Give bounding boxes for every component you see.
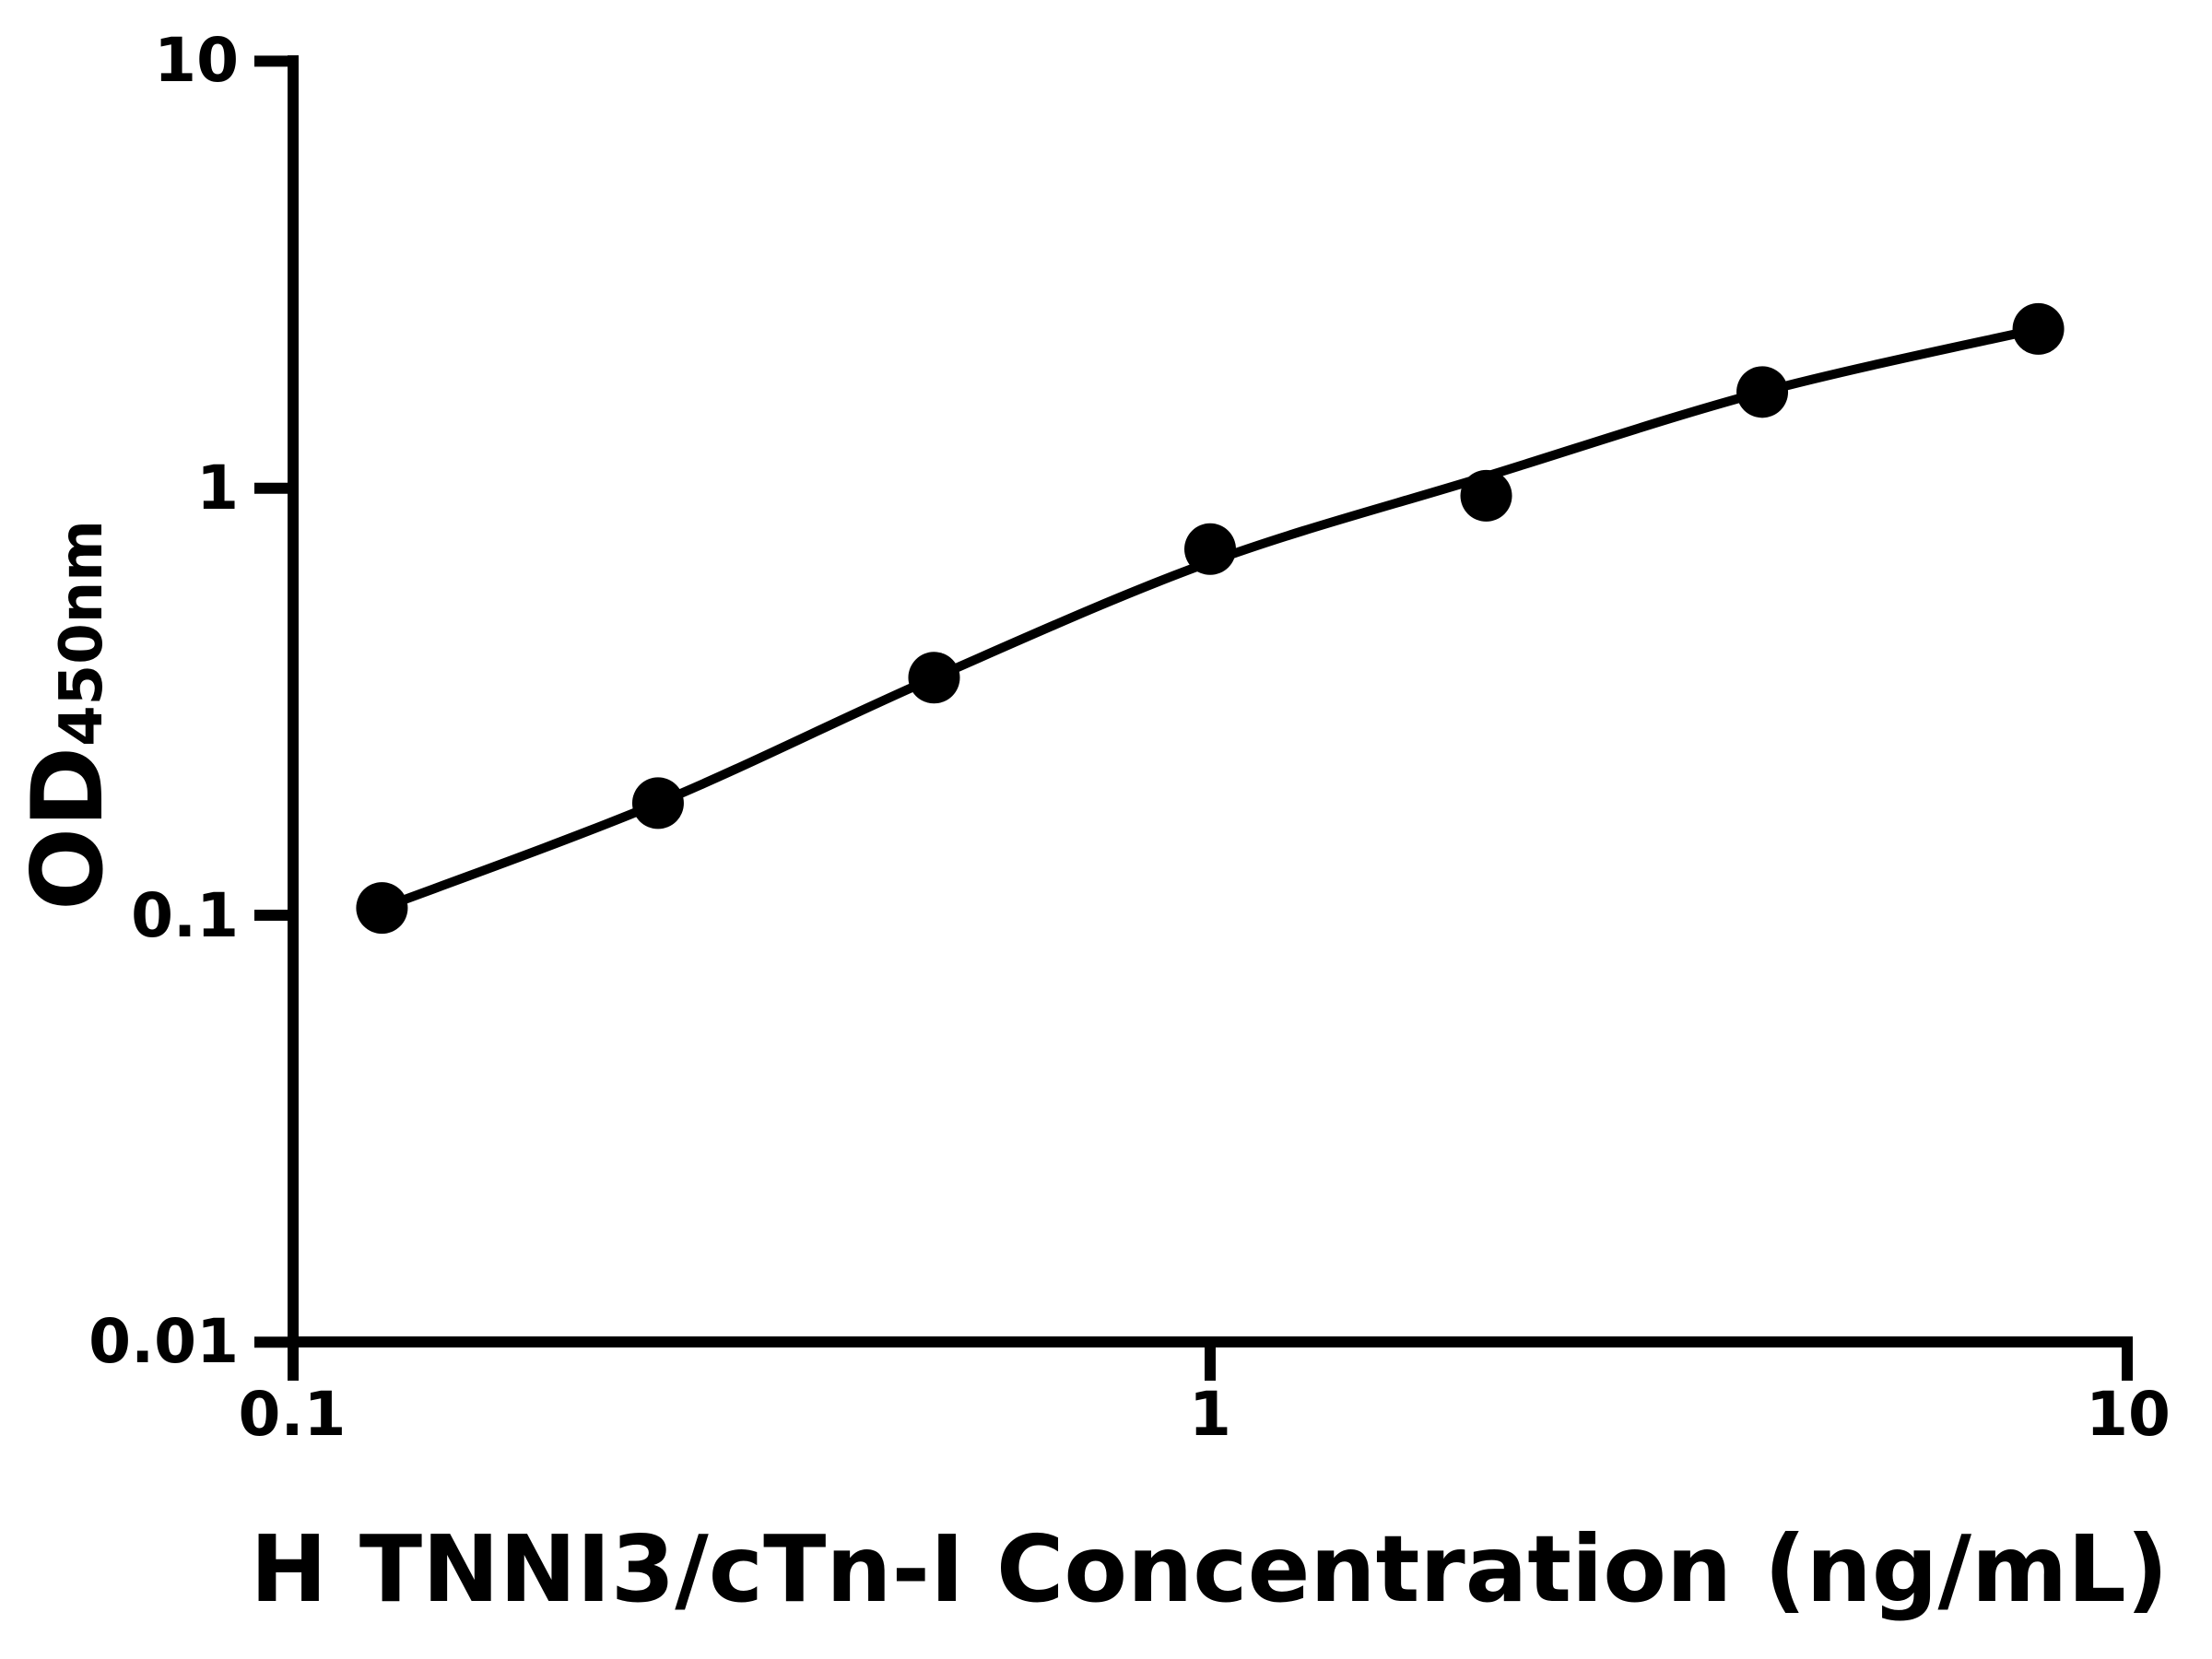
- data-point-marker: [356, 882, 408, 935]
- fit-curve-line: [377, 324, 2043, 913]
- x-axis-title: H TNNI3/cTn-I Concentration (ng/mL): [250, 1515, 2169, 1623]
- x-tick-label-1: 1: [1189, 1379, 1231, 1450]
- data-point-marker: [631, 777, 684, 830]
- data-point-marker: [1460, 469, 1512, 522]
- od-subscript-label: 450nm: [48, 520, 116, 747]
- y-axis-title: OD450nm: [11, 520, 124, 911]
- data-point-marker: [1184, 523, 1236, 575]
- data-point-marker: [2012, 302, 2065, 355]
- y-tick-label-1: 1: [196, 453, 239, 524]
- data-point-marker: [1736, 366, 1789, 418]
- x-tick-label-10: 10: [2086, 1379, 2171, 1450]
- od-label: OD: [11, 746, 124, 911]
- x-tick-label-0.1: 0.1: [238, 1379, 347, 1450]
- y-tick-label-10: 10: [154, 25, 239, 96]
- data-point-marker: [908, 652, 960, 704]
- y-tick-label-0.01: 0.01: [88, 1306, 239, 1377]
- y-tick-label-0.1: 0.1: [131, 880, 239, 951]
